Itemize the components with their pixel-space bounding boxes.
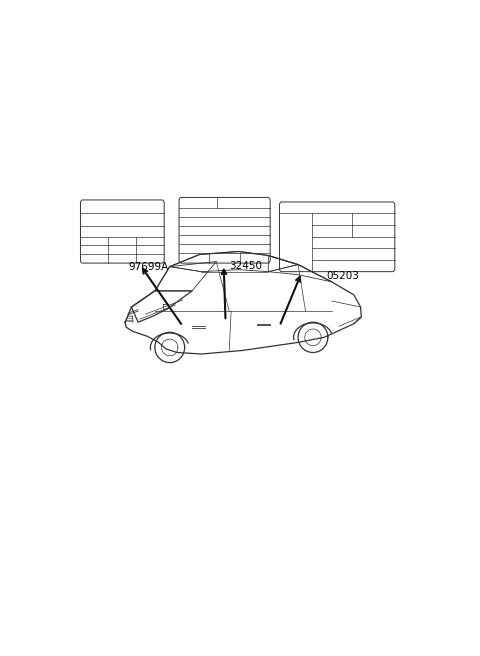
Text: 05203: 05203 — [326, 271, 359, 281]
Text: 32450: 32450 — [229, 260, 262, 271]
Text: 97699A: 97699A — [129, 262, 169, 272]
